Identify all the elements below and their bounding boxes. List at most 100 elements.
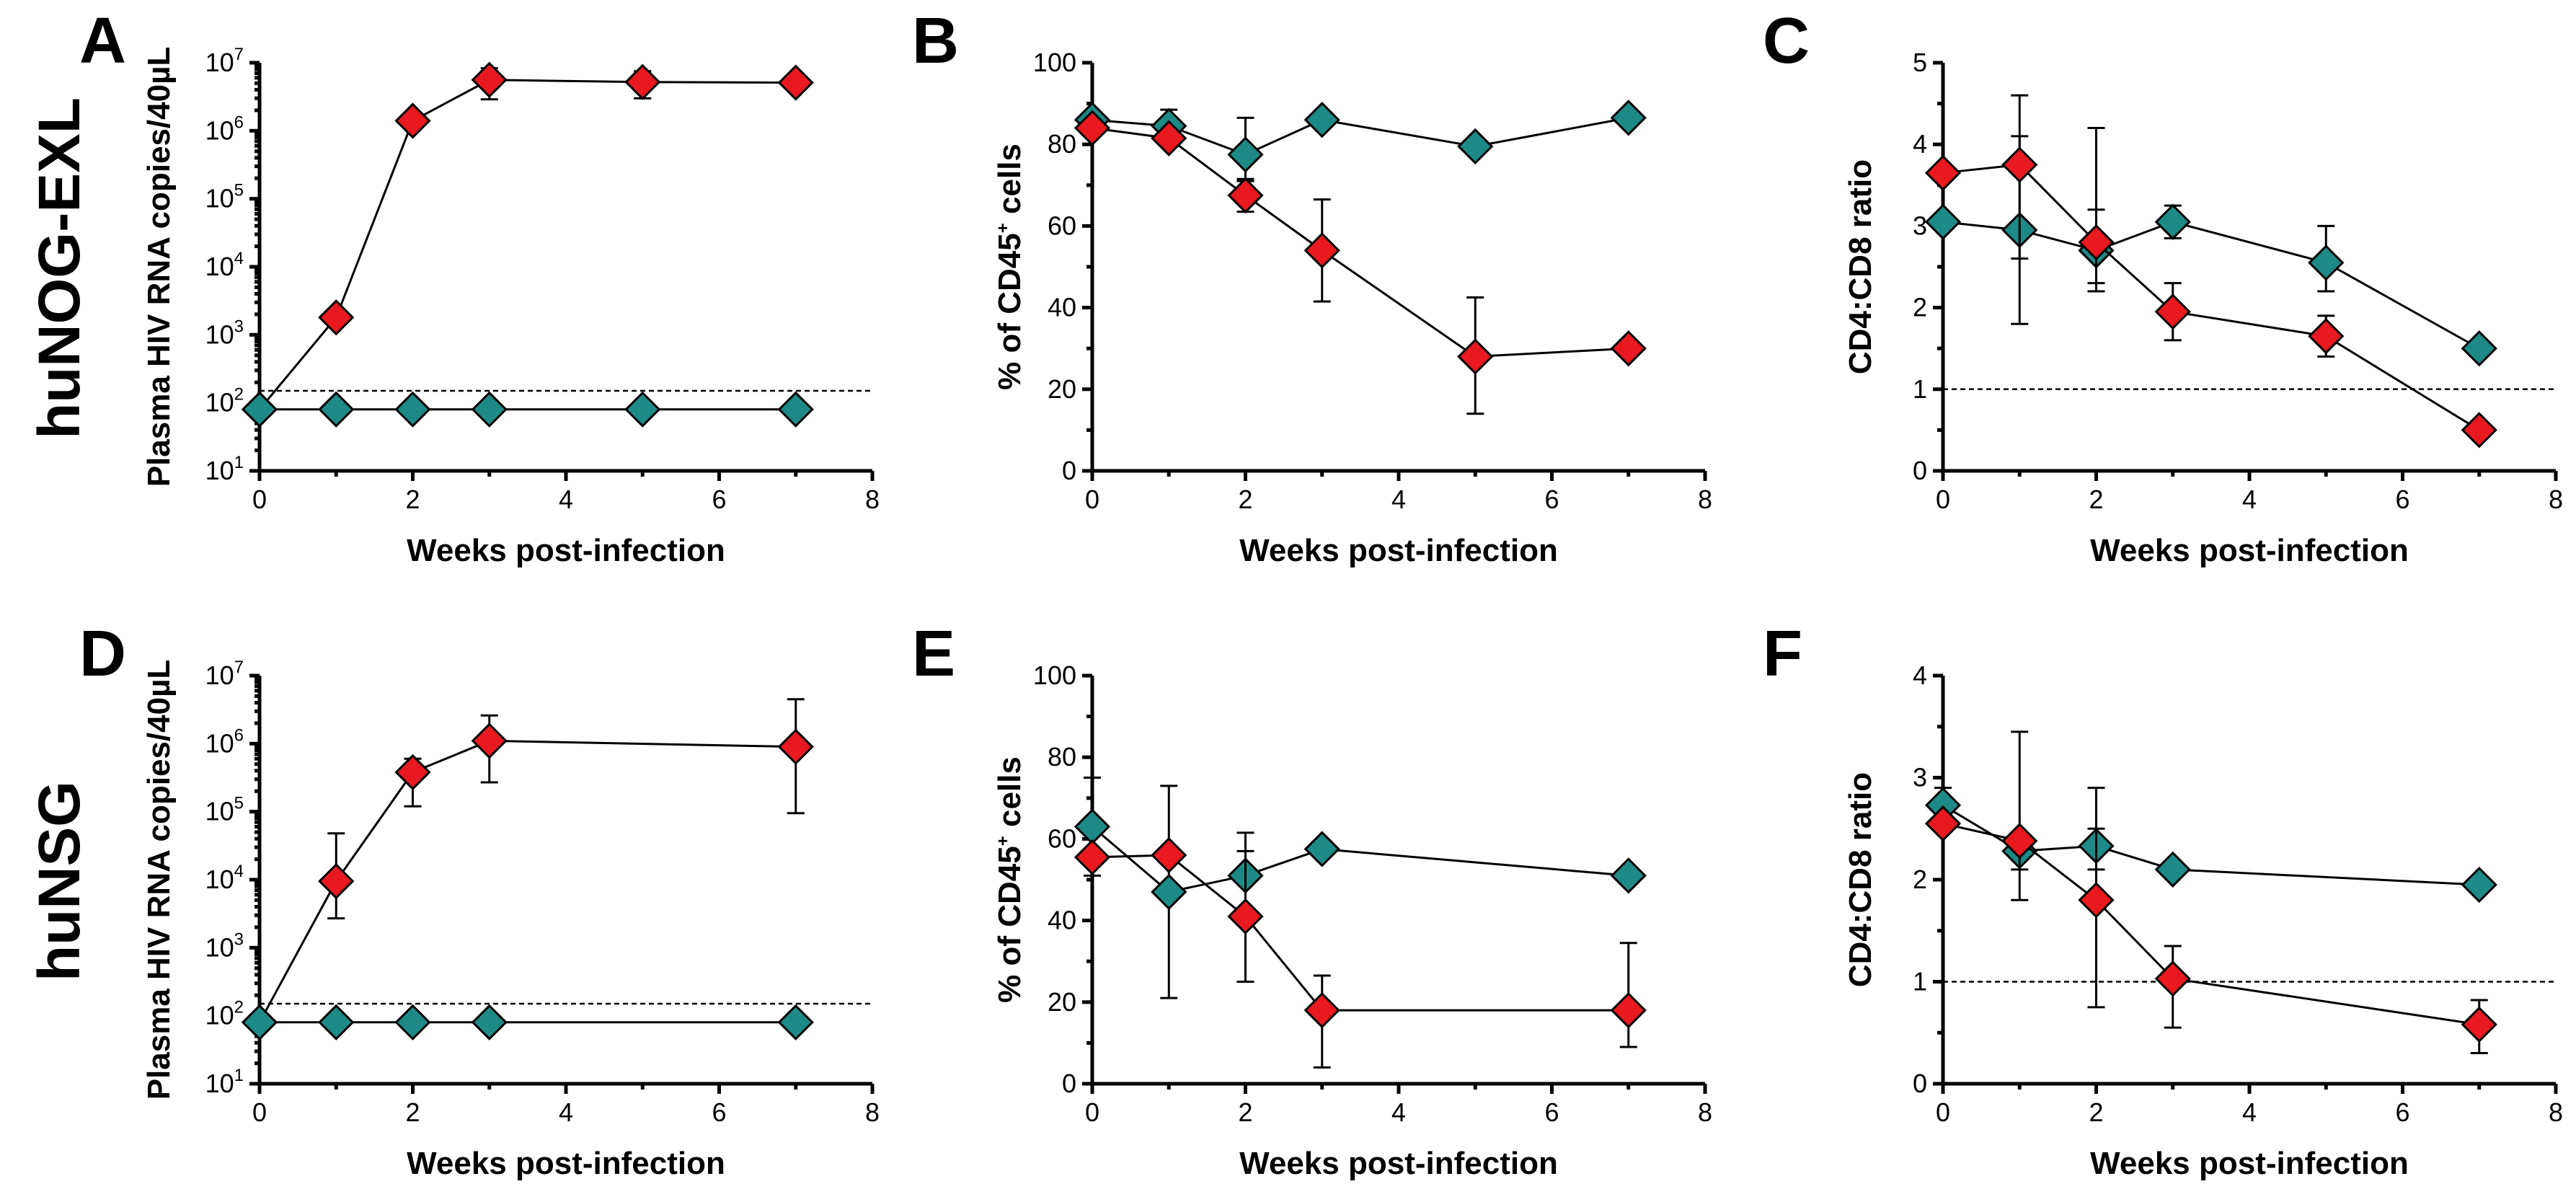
y-tick-label: 0	[1062, 456, 1076, 485]
y-axis-title-main: % of CD45	[992, 233, 1027, 390]
x-tick-label: 8	[1698, 1097, 1712, 1127]
series-infected	[241, 61, 814, 428]
series-control	[1924, 135, 2497, 367]
y-axis-title: CD4:CD8 ratio	[1843, 772, 1878, 987]
y-tick-label: 4	[1913, 129, 1927, 159]
data-point-control	[2461, 330, 2497, 367]
series-infected	[241, 698, 814, 1040]
y-tick-label: 106	[205, 112, 244, 145]
data-point-infected	[777, 64, 814, 101]
y-tick-label: 20	[1048, 987, 1076, 1017]
data-point-control	[777, 391, 814, 428]
y-tick-label: 100	[1033, 48, 1076, 77]
y-tick-label: 4	[1913, 660, 1927, 690]
data-point-control	[777, 1004, 814, 1040]
y-tick-exponent: 6	[234, 112, 244, 132]
y-tick-exponent: 2	[234, 385, 244, 405]
data-point-infected	[1610, 330, 1647, 367]
y-tick-label: 80	[1048, 129, 1076, 159]
y-tick-base: 10	[205, 1069, 234, 1098]
data-point-control	[241, 391, 278, 428]
row-label-top: huNOG-EXL	[27, 97, 92, 439]
y-tick-label: 2	[1913, 865, 1927, 894]
data-point-infected	[394, 754, 431, 791]
y-axis-title-main: % of CD45	[992, 846, 1027, 1003]
y-tick-label: 105	[205, 794, 244, 826]
x-tick-label: 4	[559, 485, 573, 514]
x-tick-label: 6	[1544, 1097, 1559, 1127]
y-tick-label: 3	[1913, 211, 1927, 240]
y-tick-exponent: 3	[234, 929, 244, 949]
y-tick-base: 10	[205, 728, 234, 758]
y-tick-exponent: 6	[234, 725, 244, 745]
y-axis-title: % of CD45+ cells	[992, 143, 1027, 390]
data-point-control	[394, 1004, 431, 1040]
data-point-infected	[1074, 839, 1111, 875]
data-point-infected	[2001, 823, 2038, 859]
data-point-control	[471, 391, 508, 428]
series-control	[241, 1004, 814, 1040]
y-tick-label: 0	[1913, 456, 1927, 485]
data-point-control	[2461, 866, 2497, 903]
x-tick-label: 4	[2242, 1097, 2257, 1127]
y-tick-label: 101	[205, 1066, 244, 1098]
y-tick-base: 10	[205, 115, 234, 145]
x-tick-label: 2	[2089, 1097, 2103, 1127]
y-tick-label: 40	[1048, 906, 1076, 935]
series-infected	[1924, 730, 2497, 1055]
x-tick-label: 0	[252, 485, 267, 514]
x-tick-label: 0	[1936, 485, 1950, 514]
data-point-control	[241, 1004, 278, 1040]
y-tick-label: 40	[1048, 293, 1076, 322]
x-tick-label: 0	[1936, 1097, 1950, 1127]
series-line-infected	[1942, 163, 2480, 431]
series-infected	[1074, 110, 1647, 415]
x-tick-label: 4	[2242, 485, 2257, 514]
data-point-infected	[471, 61, 508, 98]
data-point-infected	[1304, 232, 1340, 269]
y-axis-title-superscript: +	[993, 223, 1013, 233]
x-tick-label: 2	[2089, 485, 2103, 514]
data-point-infected	[394, 102, 431, 139]
y-axis-title: % of CD45+ cells	[992, 756, 1027, 1003]
y-tick-label: 107	[205, 658, 244, 690]
data-point-infected	[1924, 154, 1962, 191]
y-tick-label: 0	[1913, 1069, 1927, 1098]
y-tick-label: 102	[205, 385, 244, 417]
x-axis-title: Weeks post-infection	[407, 1146, 725, 1181]
data-point-control	[1304, 831, 1340, 867]
y-tick-label: 1	[1913, 967, 1927, 996]
x-tick-label: 2	[1238, 485, 1252, 514]
data-point-control	[394, 391, 431, 428]
data-point-control	[1227, 136, 1264, 173]
y-tick-exponent: 5	[234, 181, 244, 200]
x-tick-label: 8	[2549, 485, 2563, 514]
data-point-infected	[471, 722, 508, 759]
data-point-control	[471, 1004, 508, 1040]
data-point-control	[1457, 128, 1494, 165]
x-tick-label: 2	[1238, 1097, 1252, 1127]
panel-letter: B	[912, 5, 959, 77]
data-point-control	[624, 391, 661, 428]
y-tick-label: 100	[1033, 660, 1076, 690]
x-tick-label: 8	[865, 1097, 880, 1127]
y-tick-base: 10	[205, 319, 234, 349]
x-tick-label: 8	[1698, 485, 1712, 514]
y-tick-label: 20	[1048, 374, 1076, 404]
y-tick-label: 60	[1048, 211, 1076, 240]
data-point-control	[1610, 100, 1647, 136]
data-point-infected	[2078, 882, 2115, 919]
y-tick-label: 103	[205, 929, 244, 962]
data-point-infected	[2078, 224, 2115, 261]
x-axis-title: Weeks post-infection	[407, 533, 725, 568]
x-tick-label: 4	[1391, 1097, 1406, 1127]
y-tick-base: 10	[205, 797, 234, 826]
data-point-control	[1304, 102, 1340, 138]
y-axis-title-suffix: cells	[992, 756, 1027, 836]
y-tick-label: 2	[1913, 293, 1927, 322]
y-axis-title: CD4:CD8 ratio	[1843, 159, 1878, 374]
series-control	[1074, 777, 1647, 999]
